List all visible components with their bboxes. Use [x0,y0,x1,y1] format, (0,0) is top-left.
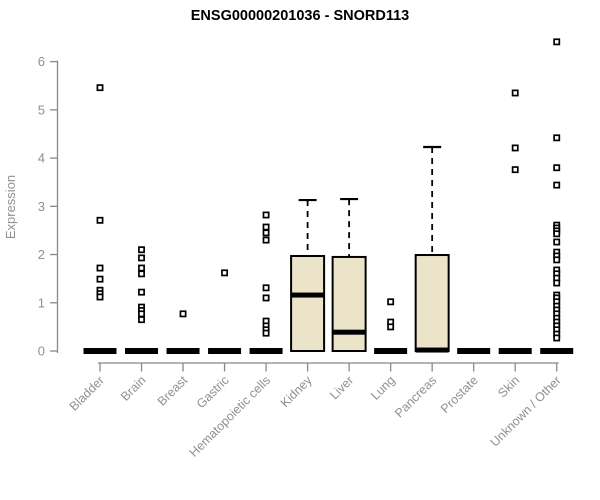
outlier-point [138,246,145,254]
y-tick-label: 5 [38,102,45,117]
x-tick-label: Hematopoietic cells [187,373,274,460]
collapsed-box [249,348,283,354]
y-tick-label: 0 [38,344,45,359]
outlier-point [138,310,145,318]
y-tick-label: 4 [38,151,45,166]
outlier-point [262,294,270,302]
collapsed-box [457,348,491,354]
outlier-point [138,264,145,272]
outlier-point [262,223,270,231]
outlier-point [179,310,187,318]
x-tick-label: Brain [118,373,149,404]
outlier-point [138,316,145,324]
outlier-point [511,89,519,97]
chart-title: ENSG00000201036 - SNORD113 [191,8,409,24]
outlier-point [553,279,561,287]
outlier-point [262,236,270,244]
outlier-point [553,256,561,264]
outlier-point [511,144,519,152]
outlier-point [138,288,145,296]
y-axis-label: Expression [3,175,18,239]
outlier-point [96,216,104,224]
outlier-point [96,264,104,272]
outlier-point [96,84,104,92]
x-tick-label: Pancreas [392,373,439,420]
outlier-point [387,298,395,306]
outlier-point [221,269,229,277]
x-tick-label: Skin [495,373,522,400]
x-tick-label: Gastric [194,373,232,411]
box [290,254,326,352]
y-tick-label: 6 [38,54,45,69]
outlier-point [138,254,145,262]
collapsed-box [125,348,159,354]
box [414,254,450,352]
outlier-point [262,229,270,237]
outlier-point [553,164,561,172]
y-tick-label: 1 [38,295,45,310]
median-line [291,292,325,298]
collapsed-box [83,348,117,354]
collapsed-box [166,348,200,354]
plot-group: 0 1 2 3 4 5 6 Bladder Brain Breast GastricHematopo… [38,38,574,460]
box [331,255,367,353]
outlier-point [96,293,104,301]
outlier-point [511,166,519,174]
x-tick-label: Breast [155,373,191,409]
x-tick-label: Liver [327,373,356,402]
outlier-point [553,230,561,238]
y-tick-label: 2 [38,247,45,262]
x-tick-label: Prostate [438,373,481,416]
outlier-point [553,181,561,189]
outlier-point [262,211,270,219]
collapsed-box [498,348,532,354]
x-tick-label: Kidney [278,373,315,410]
x-tick-label: Unknown / Other [488,373,564,449]
collapsed-box [540,348,574,354]
x-tick-label: Lung [368,373,398,403]
collapsed-box [208,348,242,354]
outlier-point [553,38,561,46]
outlier-point [553,334,561,342]
collapsed-box [374,348,408,354]
x-tick-label: Bladder [67,373,107,413]
outlier-point [96,275,104,283]
y-tick-label: 3 [38,199,45,214]
median-line [415,347,449,353]
outlier-point [553,238,561,246]
outlier-point [262,329,270,337]
outlier-point [262,284,270,292]
outlier-point [553,134,561,142]
outlier-point [387,323,395,331]
outlier-point [138,270,145,278]
median-line [332,329,366,335]
